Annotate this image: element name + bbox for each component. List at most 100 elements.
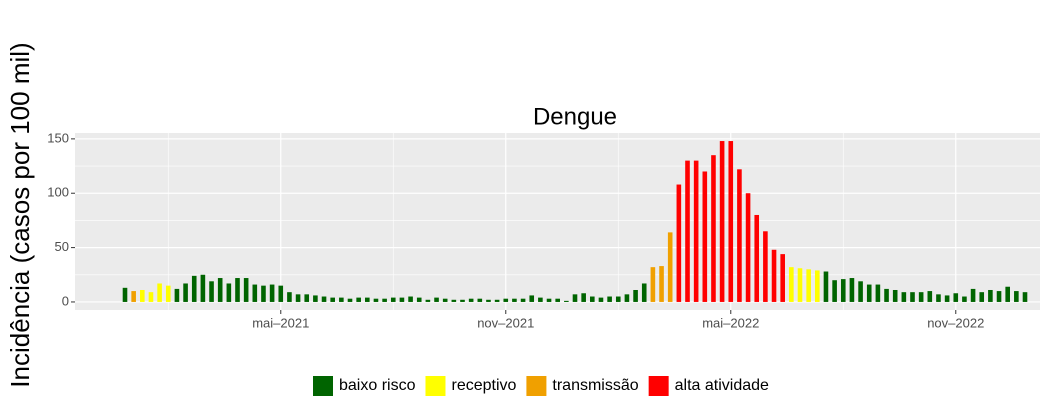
bar: [356, 297, 361, 302]
y-tick-label: 100: [47, 185, 69, 200]
bar: [884, 288, 889, 302]
bar: [295, 294, 301, 302]
y-tick-label: 150: [47, 130, 69, 145]
bar: [806, 269, 811, 302]
bar: [434, 297, 439, 302]
bar: [875, 284, 881, 302]
bar: [304, 294, 310, 302]
legend-label: transmissão: [552, 377, 638, 394]
bar: [165, 285, 171, 302]
bar: [451, 299, 457, 302]
y-tick-label: 50: [55, 239, 69, 254]
bar: [287, 292, 292, 302]
bar: [468, 298, 474, 302]
bar: [183, 283, 188, 302]
bar: [399, 297, 405, 302]
bar: [780, 254, 785, 302]
bar: [927, 291, 933, 302]
bar: [763, 231, 768, 302]
bar: [572, 294, 578, 302]
bar: [1005, 286, 1010, 302]
bar: [979, 292, 985, 302]
bar: [564, 300, 569, 302]
bar: [209, 281, 214, 302]
bar: [641, 283, 647, 302]
bar: [650, 267, 656, 302]
y-axis-label: Incidência (casos por 100 mil): [5, 42, 35, 387]
bar: [858, 281, 863, 302]
bar: [416, 297, 422, 302]
bar: [823, 271, 829, 302]
bar: [122, 287, 128, 302]
bar: [667, 232, 673, 302]
bar: [944, 295, 950, 302]
bar: [261, 285, 266, 302]
legend-label: alta atividade: [675, 377, 769, 394]
bar: [840, 279, 846, 302]
bar: [693, 160, 699, 302]
bar: [148, 292, 154, 302]
legend-swatch: [526, 376, 547, 396]
bar: [797, 268, 803, 302]
bar: [832, 280, 837, 302]
bar: [745, 193, 751, 302]
legend-label: baixo risco: [339, 377, 416, 394]
bar: [633, 289, 638, 302]
bar: [442, 298, 448, 302]
x-tick-label: nov–2022: [927, 315, 984, 330]
bar: [235, 278, 240, 302]
bar: [140, 289, 145, 302]
bar: [607, 296, 612, 302]
bar: [737, 169, 742, 302]
bar: [901, 292, 907, 302]
bar: [269, 284, 275, 302]
bar: [590, 296, 595, 302]
bar: [711, 155, 716, 302]
bar: [771, 249, 777, 302]
bar: [754, 214, 760, 302]
bar: [382, 298, 387, 302]
bar: [815, 270, 820, 302]
bar: [918, 292, 924, 302]
bar: [390, 297, 396, 302]
bar: [330, 297, 335, 302]
bar: [131, 291, 136, 302]
bar: [373, 298, 379, 302]
legend-label: receptivo: [451, 377, 516, 394]
bar: [962, 296, 967, 302]
bar: [503, 298, 509, 302]
bar: [685, 160, 690, 302]
bar: [408, 296, 413, 302]
y-tick-label: 0: [62, 293, 69, 308]
bar: [1014, 291, 1019, 302]
bar: [460, 299, 465, 302]
bar: [191, 275, 197, 302]
bar: [996, 291, 1002, 302]
bar: [200, 274, 206, 302]
bar: [494, 299, 500, 302]
bar: [313, 295, 318, 302]
bar: [659, 266, 664, 302]
legend-swatch: [425, 376, 446, 396]
x-tick-label: mai–2021: [252, 315, 309, 330]
bar: [598, 297, 604, 302]
bar: [365, 297, 370, 302]
bar: [425, 299, 431, 302]
bar: [339, 297, 344, 302]
x-tick-label: mai–2022: [702, 315, 759, 330]
bar: [624, 294, 630, 302]
bar: [1022, 292, 1028, 302]
bar: [243, 278, 249, 302]
x-tick-label: nov–2021: [477, 315, 534, 330]
bar: [676, 184, 682, 302]
bar: [849, 278, 855, 302]
bar: [581, 293, 586, 302]
bar: [512, 298, 517, 302]
legend-swatch: [648, 376, 669, 396]
bar: [910, 292, 915, 302]
bar: [728, 141, 734, 302]
bar: [321, 296, 327, 302]
bar: [988, 289, 993, 302]
